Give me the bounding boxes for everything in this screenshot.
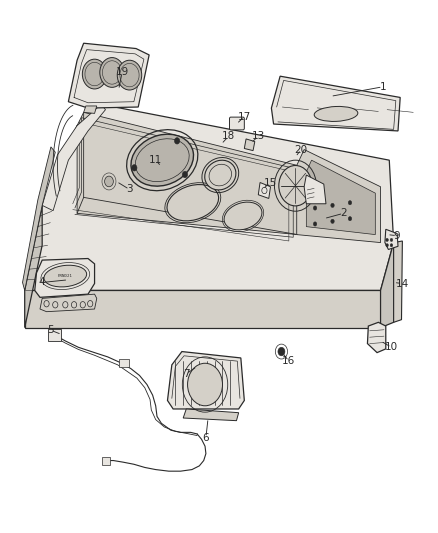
Circle shape — [331, 219, 334, 223]
Polygon shape — [183, 409, 239, 421]
Text: 10: 10 — [385, 342, 398, 352]
Circle shape — [187, 364, 223, 406]
Circle shape — [278, 348, 285, 356]
Text: 13: 13 — [252, 131, 265, 141]
Polygon shape — [297, 150, 381, 243]
Circle shape — [348, 216, 352, 221]
Circle shape — [348, 200, 352, 205]
Polygon shape — [25, 104, 394, 290]
Ellipse shape — [224, 202, 262, 230]
Text: 20: 20 — [294, 144, 307, 155]
FancyBboxPatch shape — [48, 329, 60, 341]
Circle shape — [390, 238, 393, 241]
Polygon shape — [304, 175, 326, 204]
Circle shape — [182, 171, 187, 177]
Circle shape — [386, 238, 389, 241]
Polygon shape — [272, 76, 400, 131]
Text: 19: 19 — [116, 68, 129, 77]
Polygon shape — [77, 112, 297, 235]
Circle shape — [82, 59, 107, 89]
Polygon shape — [25, 205, 42, 328]
Polygon shape — [385, 229, 398, 249]
Text: 9: 9 — [394, 231, 400, 241]
Polygon shape — [22, 147, 55, 290]
Text: 3: 3 — [126, 184, 133, 195]
FancyBboxPatch shape — [230, 117, 244, 130]
Circle shape — [386, 244, 389, 247]
Polygon shape — [42, 104, 106, 211]
Ellipse shape — [314, 107, 358, 122]
Circle shape — [117, 60, 142, 90]
Text: 4: 4 — [39, 278, 46, 287]
Polygon shape — [394, 241, 403, 322]
Polygon shape — [35, 259, 95, 297]
Polygon shape — [167, 352, 244, 409]
Polygon shape — [306, 160, 375, 235]
Ellipse shape — [205, 160, 236, 190]
Circle shape — [313, 222, 317, 226]
Polygon shape — [68, 43, 149, 108]
Polygon shape — [244, 139, 255, 151]
Circle shape — [105, 176, 113, 187]
Text: 18: 18 — [222, 131, 235, 141]
Text: 17: 17 — [238, 111, 251, 122]
Polygon shape — [25, 290, 381, 328]
Polygon shape — [381, 243, 394, 328]
Circle shape — [331, 203, 334, 207]
Ellipse shape — [44, 265, 87, 287]
Polygon shape — [258, 182, 271, 198]
FancyBboxPatch shape — [102, 457, 110, 465]
Circle shape — [132, 165, 137, 171]
Text: PRND21: PRND21 — [58, 274, 73, 278]
Circle shape — [174, 138, 180, 144]
Ellipse shape — [167, 184, 219, 221]
Circle shape — [313, 206, 317, 210]
Text: 5: 5 — [48, 325, 54, 335]
Text: 16: 16 — [282, 356, 296, 366]
Text: 6: 6 — [203, 433, 209, 443]
FancyBboxPatch shape — [119, 359, 129, 367]
Text: 2: 2 — [340, 208, 347, 219]
Circle shape — [279, 165, 312, 206]
Polygon shape — [367, 322, 386, 353]
Circle shape — [390, 244, 393, 247]
Text: 14: 14 — [396, 279, 409, 288]
Circle shape — [100, 58, 124, 87]
Polygon shape — [84, 106, 97, 114]
Text: 1: 1 — [379, 82, 386, 92]
Polygon shape — [40, 294, 97, 312]
Text: 7: 7 — [183, 369, 190, 379]
Text: 15: 15 — [264, 177, 277, 188]
Ellipse shape — [131, 134, 194, 186]
Text: 11: 11 — [149, 155, 162, 165]
